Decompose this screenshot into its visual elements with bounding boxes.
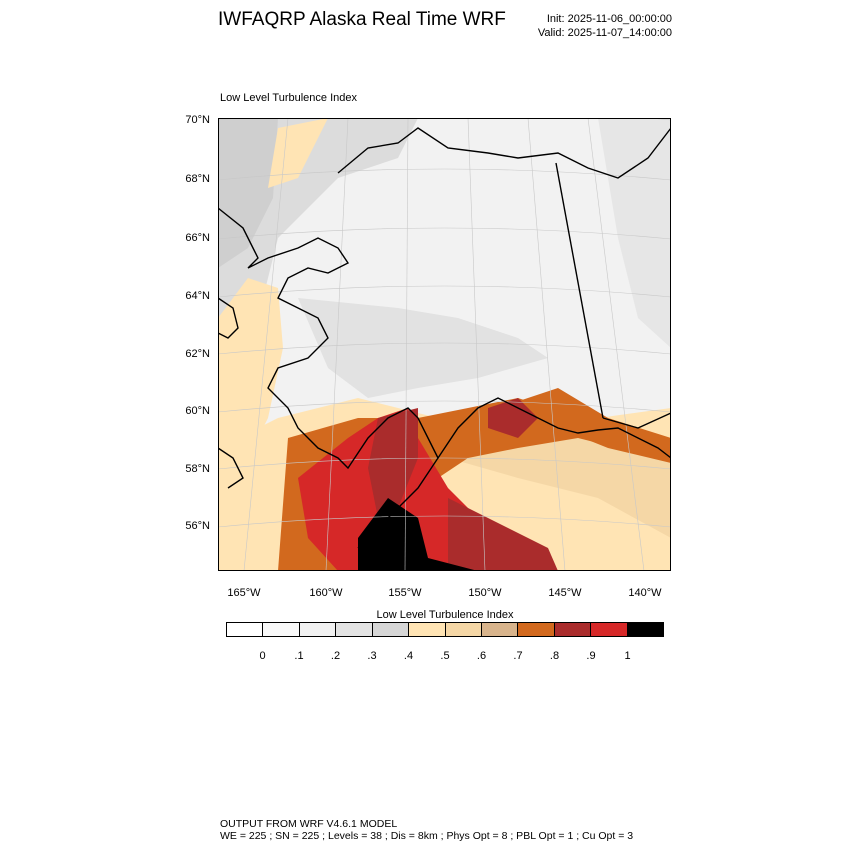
lat-label-66n: 66°N — [185, 232, 210, 244]
colorbar-swatch — [227, 623, 264, 636]
colorbar-swatch — [299, 623, 337, 636]
model-settings: WE = 225 ; SN = 225 ; Levels = 38 ; Dis … — [220, 830, 634, 842]
lat-label-58n: 58°N — [185, 463, 210, 475]
colorbar-swatch — [591, 623, 628, 636]
lon-label-140w: 140°W — [628, 587, 662, 599]
colorbar-tick-label: 1 — [624, 650, 631, 662]
field-grey-central — [298, 298, 548, 398]
field-darkred-kenai — [488, 398, 538, 438]
lat-label-70n: 70°N — [185, 114, 210, 126]
valid-time: Valid: 2025-11-07_14:00:00 — [537, 27, 672, 39]
colorbar-swatch — [263, 623, 300, 636]
time-stamp: Init: 2025-11-06_00:00:00 Valid: 2025-11… — [538, 12, 672, 40]
lat-label-68n: 68°N — [185, 173, 210, 185]
colorbar-swatch — [409, 623, 446, 636]
map-canvas — [217, 108, 672, 572]
colorbar-tick-label: .6 — [476, 650, 487, 662]
lon-label-155w: 155°W — [388, 587, 422, 599]
field-orange-east — [498, 388, 671, 463]
field-grey-sea — [218, 118, 278, 268]
model-version: OUTPUT FROM WRF V4.6.1 MODEL — [220, 818, 398, 830]
colorbar-tick-label: .8 — [549, 650, 560, 662]
init-time: Init: 2025-11-06_00:00:00 — [546, 13, 672, 25]
lat-label-62n: 62°N — [185, 348, 210, 360]
colorbar-tick-label: .5 — [440, 650, 450, 662]
lat-label-56n: 56°N — [185, 520, 210, 532]
map-title: Low Level Turbulence Index — [220, 92, 357, 104]
model-info: OUTPUT FROM WRF V4.6.1 MODEL WE = 225 ; … — [220, 818, 633, 842]
coastline — [217, 127, 672, 549]
colorbar-swatch — [518, 623, 555, 636]
lon-label-150w: 150°W — [468, 587, 502, 599]
lon-label-145w: 145°W — [548, 587, 582, 599]
colorbar-swatch — [445, 623, 482, 636]
colorbar-title: Low Level Turbulence Index — [376, 609, 514, 621]
lon-label-165w: 165°W — [227, 587, 261, 599]
colorbar-tick-label: .1 — [294, 650, 304, 662]
colorbar-swatch — [554, 623, 592, 636]
colorbar-swatch — [627, 623, 664, 636]
turbulence-map — [217, 108, 672, 572]
lat-label-60n: 60°N — [185, 405, 210, 417]
main-title: IWFAQRP Alaska Real Time WRF — [218, 9, 506, 30]
lon-label-160w: 160°W — [309, 587, 343, 599]
map-frame — [218, 118, 671, 571]
colorbar-swatch — [336, 623, 373, 636]
colorbar-tick-label: .9 — [586, 650, 596, 662]
colorbar-tick-label: 0 — [259, 650, 266, 662]
field-max — [358, 498, 478, 571]
colorbar-tick-label: .7 — [513, 650, 523, 662]
lat-label-64n: 64°N — [185, 290, 210, 302]
colorbar — [226, 622, 664, 637]
colorbar-tick-label: .3 — [367, 650, 377, 662]
colorbar-swatch — [372, 623, 410, 636]
colorbar-swatch — [481, 623, 519, 636]
borders — [555, 162, 672, 429]
field-darkred — [368, 408, 418, 518]
colorbar-tick-label: .2 — [330, 650, 341, 662]
colorbar-tick-label: .4 — [403, 650, 414, 662]
